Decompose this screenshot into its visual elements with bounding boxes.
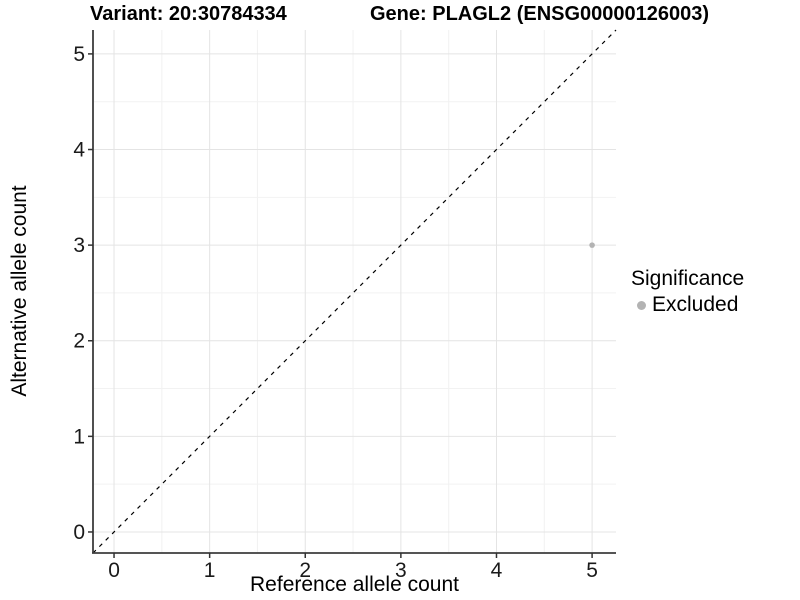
legend-item-label: Excluded	[652, 293, 739, 316]
y-tick-label: 4	[73, 139, 85, 162]
y-tick-label: 1	[73, 425, 85, 448]
x-tick-label: 1	[204, 559, 216, 582]
x-tick-label: 3	[395, 559, 407, 582]
legend-item-excluded: Excluded	[637, 293, 744, 317]
x-tick-label: 0	[108, 559, 120, 582]
x-tick-label: 4	[491, 559, 503, 582]
gene-title: Gene: PLAGL2 (ENSG00000126003)	[370, 3, 710, 25]
x-tick-label: 2	[299, 559, 311, 582]
y-tick-label: 0	[73, 521, 85, 544]
variant-title: Variant: 20:30784334	[90, 3, 287, 25]
y-axis-title: Alternative allele count	[8, 185, 31, 397]
data-point	[589, 242, 595, 248]
x-axis-title: Reference allele count	[250, 573, 459, 596]
identity-line	[92, 29, 617, 554]
legend: Significance Excluded	[631, 267, 744, 317]
y-tick-label: 5	[73, 43, 85, 66]
x-tick-label: 5	[586, 559, 598, 582]
y-tick-label: 3	[73, 234, 85, 257]
legend-title: Significance	[631, 267, 745, 290]
y-tick-label: 2	[73, 330, 85, 353]
excluded-point-swatch-icon	[637, 300, 646, 310]
